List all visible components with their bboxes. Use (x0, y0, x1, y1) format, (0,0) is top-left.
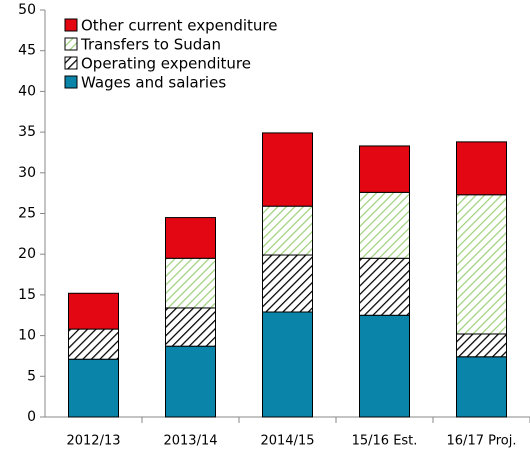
y-tick-label: 50 (18, 2, 36, 18)
y-tick-label: 45 (18, 43, 36, 59)
legend-label: Transfers to Sudan (80, 36, 221, 54)
y-tick-label: 30 (18, 165, 36, 181)
bar-segment (359, 314, 410, 418)
bar-segment (68, 358, 119, 418)
bar-segment (165, 257, 216, 309)
x-tick-label: 2013/14 (163, 434, 217, 449)
x-tick-label: 2014/15 (260, 434, 314, 449)
bar-segment (262, 132, 313, 207)
y-tick-label: 25 (18, 206, 36, 222)
bar-segment (456, 333, 507, 358)
bar-segment (456, 141, 507, 196)
x-tick-label: 15/16 Est. (352, 434, 418, 449)
y-tick-label: 20 (18, 246, 36, 262)
bar-segment (68, 328, 119, 360)
bar-segment (456, 194, 507, 335)
bar-segment (262, 205, 313, 256)
y-tick-label: 15 (18, 287, 36, 303)
y-tick-label: 5 (27, 368, 36, 384)
y-tick-label: 40 (18, 83, 36, 99)
bar-segment (359, 145, 410, 193)
bar-segment (262, 254, 313, 313)
legend-swatch (64, 75, 78, 89)
bar-segment (165, 307, 216, 347)
y-tick-label: 35 (18, 124, 36, 140)
x-tick-label: 16/17 Proj. (447, 434, 517, 449)
x-tick-label: 2012/13 (66, 434, 120, 449)
legend-swatch (64, 56, 78, 70)
y-tick-label: 10 (18, 328, 36, 344)
bar-segment (456, 356, 507, 418)
legend-label: Wages and salaries (81, 74, 226, 92)
bar-segment (165, 217, 216, 259)
bar-segment (359, 257, 410, 316)
legend-label: Other current expenditure (81, 17, 277, 35)
bar-segment (68, 292, 119, 330)
bar-segment (262, 311, 313, 418)
legend-swatch (64, 18, 78, 32)
y-tick-label: 0 (27, 409, 36, 425)
legend-label: Operating expenditure (81, 55, 251, 73)
bar-segment (359, 191, 410, 259)
bar-segment (165, 345, 216, 418)
legend-swatch (64, 37, 78, 51)
